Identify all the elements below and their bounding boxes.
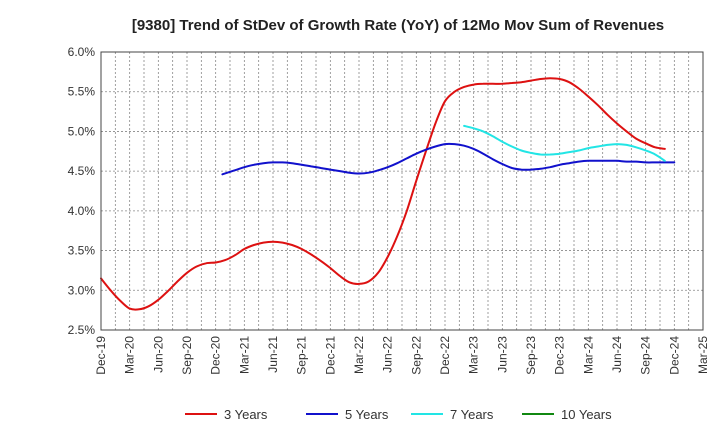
x-tick-label: Sep-23 — [524, 336, 538, 375]
legend-label: 5 Years — [345, 407, 389, 422]
y-tick-label: 4.5% — [68, 164, 96, 178]
x-tick-label: Sep-22 — [409, 336, 423, 375]
x-tick-label: Dec-22 — [438, 336, 452, 375]
x-tick-label: Mar-25 — [696, 336, 710, 374]
legend-label: 3 Years — [224, 407, 268, 422]
x-tick-label: Jun-22 — [381, 336, 395, 373]
series-line-5-years — [221, 142, 676, 176]
y-axis: 2.5% 3.0% 3.5% 4.0% 4.5% 5.0% 5.5% 6.0% — [68, 45, 96, 337]
x-tick-label: Jun-21 — [266, 336, 280, 373]
grid — [100, 51, 704, 331]
x-tick-label: Mar-24 — [581, 336, 595, 374]
legend-label: 10 Years — [561, 407, 612, 422]
y-tick-label: 3.5% — [68, 244, 96, 258]
x-tick-label: Dec-21 — [323, 336, 337, 375]
x-tick-label: Sep-24 — [639, 336, 653, 375]
x-tick-label: Mar-20 — [123, 336, 137, 374]
x-tick-label: Mar-22 — [352, 336, 366, 374]
plot-lines — [100, 77, 676, 311]
plot-frame — [100, 51, 704, 331]
y-tick-label: 5.0% — [68, 124, 96, 138]
y-tick-label: 5.5% — [68, 85, 96, 99]
x-tick-label: Dec-20 — [209, 336, 223, 375]
x-tick-label: Dec-19 — [94, 336, 108, 375]
x-axis: Dec-19 Mar-20 Jun-20 Sep-20 Dec-20 Mar-21 Jun-… — [94, 336, 710, 375]
x-tick-label: Jun-24 — [610, 336, 624, 373]
y-tick-label: 4.0% — [68, 204, 96, 218]
y-tick-label: 2.5% — [68, 323, 96, 337]
legend-label: 7 Years — [450, 407, 494, 422]
x-tick-label: Jun-20 — [151, 336, 165, 373]
x-tick-label: Mar-21 — [237, 336, 251, 374]
legend: 3 Years 5 Years 7 Years 10 Years — [185, 407, 612, 422]
x-tick-label: Sep-20 — [180, 336, 194, 375]
series-line-7-years — [463, 124, 666, 162]
y-tick-label: 6.0% — [68, 45, 96, 59]
chart-title: [9380] Trend of StDev of Growth Rate (Yo… — [132, 17, 664, 34]
x-tick-label: Dec-23 — [553, 336, 567, 375]
x-tick-label: Jun-23 — [495, 336, 509, 373]
series-line-3-years — [100, 77, 666, 311]
x-tick-label: Sep-21 — [295, 336, 309, 375]
x-tick-label: Dec-24 — [667, 336, 681, 375]
y-tick-label: 3.0% — [68, 283, 96, 297]
x-tick-label: Mar-23 — [467, 336, 481, 374]
